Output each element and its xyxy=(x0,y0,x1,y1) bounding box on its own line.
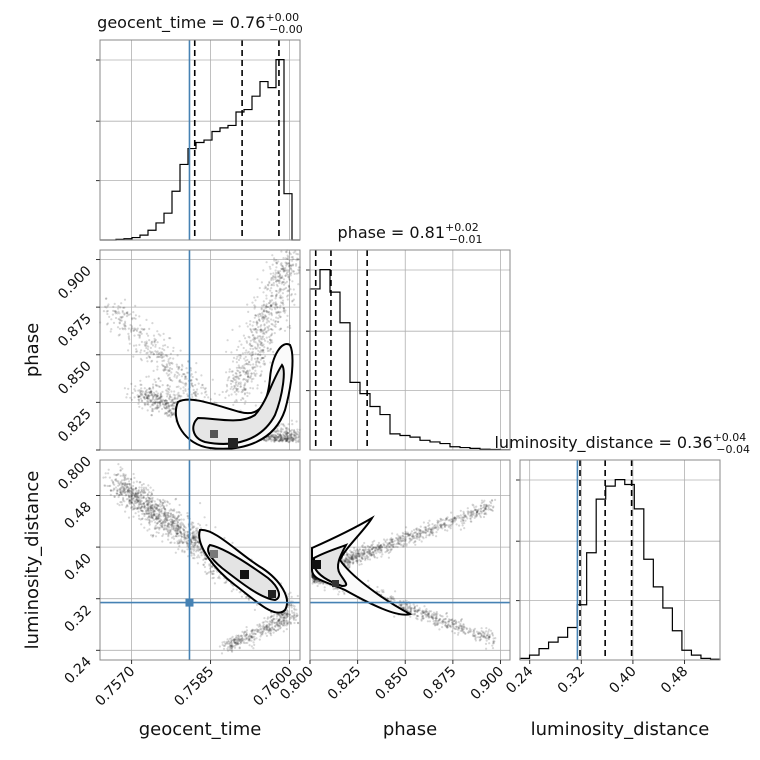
density-peak-phase-luminosity_distance xyxy=(312,560,321,569)
title-sup-phase: +0.02 xyxy=(445,221,479,234)
xtick-label-luminosity_distance-1: 0.32 xyxy=(555,664,588,697)
ytick-label-phase-4: 0.900 xyxy=(55,263,95,303)
title-sup-luminosity_distance: +0.04 xyxy=(713,431,747,444)
ytick-label-luminosity_distance-2: 0.40 xyxy=(61,551,94,584)
xtick-label-luminosity_distance-0: 0.24 xyxy=(503,663,536,696)
contour-inner-geocent_time-phase xyxy=(192,363,285,445)
ytick-label-phase-1: 0.825 xyxy=(55,406,95,446)
xaxis-label-phase: phase xyxy=(383,719,437,740)
panel-frame-phase-luminosity_distance xyxy=(309,459,511,661)
title-main-phase: phase = 0.81 xyxy=(338,223,445,242)
title-sub-luminosity_distance: −0.04 xyxy=(716,443,750,456)
ytick-label-luminosity_distance-1: 0.32 xyxy=(61,602,94,635)
ytick-label-phase-2: 0.850 xyxy=(55,358,95,398)
xaxis-label-luminosity_distance: luminosity_distance xyxy=(531,719,710,740)
title-main-geocent_time: geocent_time = 0.76 xyxy=(97,13,265,33)
ytick-label-phase-0: 0.800 xyxy=(55,454,95,494)
yaxis-label-phase: phase xyxy=(22,323,43,377)
xtick-label-phase-4: 0.900 xyxy=(468,664,508,704)
xtick-label-phase-2: 0.850 xyxy=(372,664,412,704)
hist-frame-geocent_time xyxy=(99,39,301,241)
ytick-label-luminosity_distance-3: 0.48 xyxy=(61,499,94,532)
ytick-label-luminosity_distance-0: 0.24 xyxy=(61,654,94,687)
xtick-label-geocent_time-0: 0.7570 xyxy=(92,664,138,710)
title-main-luminosity_distance: luminosity_distance = 0.36 xyxy=(494,433,712,453)
density-cell-2-geocent_time-luminosity_distance xyxy=(210,550,218,558)
density-peak-geocent_time-luminosity_distance xyxy=(240,570,249,579)
density-cell-geocent_time-phase xyxy=(210,430,218,438)
density-cell-geocent_time-luminosity_distance xyxy=(268,590,276,598)
panel-title-luminosity_distance: luminosity_distance = 0.36+0.04 −0.04 xyxy=(494,431,750,456)
truth-marker-geocent_time-luminosity_distance xyxy=(185,598,194,607)
density-peak-geocent_time-phase xyxy=(228,438,238,448)
xtick-label-luminosity_distance-2: 0.40 xyxy=(606,664,639,697)
title-sup-geocent_time: +0.00 xyxy=(265,11,299,24)
title-sub-phase: −0.01 xyxy=(449,233,483,246)
contour-outer-phase-luminosity_distance xyxy=(311,515,413,616)
hist-frame-luminosity_distance xyxy=(519,459,721,661)
yaxis-label-luminosity_distance: luminosity_distance xyxy=(22,471,43,650)
xtick-label-luminosity_distance-3: 0.48 xyxy=(658,664,691,697)
xaxis-label-geocent_time: geocent_time xyxy=(139,719,262,740)
histogram-geocent_time xyxy=(100,59,300,241)
panel-frame-geocent_time-phase xyxy=(99,249,301,451)
xtick-label-phase-1: 0.825 xyxy=(325,664,365,704)
histogram-phase xyxy=(309,269,511,451)
panel-title-geocent_time: geocent_time = 0.76+0.00 −0.00 xyxy=(97,11,303,36)
histogram-luminosity_distance xyxy=(519,479,721,660)
title-sub-geocent_time: −0.00 xyxy=(269,23,303,36)
panel-frame-geocent_time-luminosity_distance xyxy=(99,459,301,661)
hist-frame-phase xyxy=(309,249,511,451)
panel-title-phase: phase = 0.81+0.02 −0.01 xyxy=(338,221,483,246)
xtick-label-geocent_time-1: 0.7585 xyxy=(171,664,217,710)
contour-inner-phase-luminosity_distance xyxy=(313,543,349,588)
xtick-label-phase-3: 0.875 xyxy=(420,664,460,704)
ytick-label-phase-3: 0.875 xyxy=(55,311,95,351)
density-cell-phase-luminosity_distance xyxy=(332,580,339,587)
